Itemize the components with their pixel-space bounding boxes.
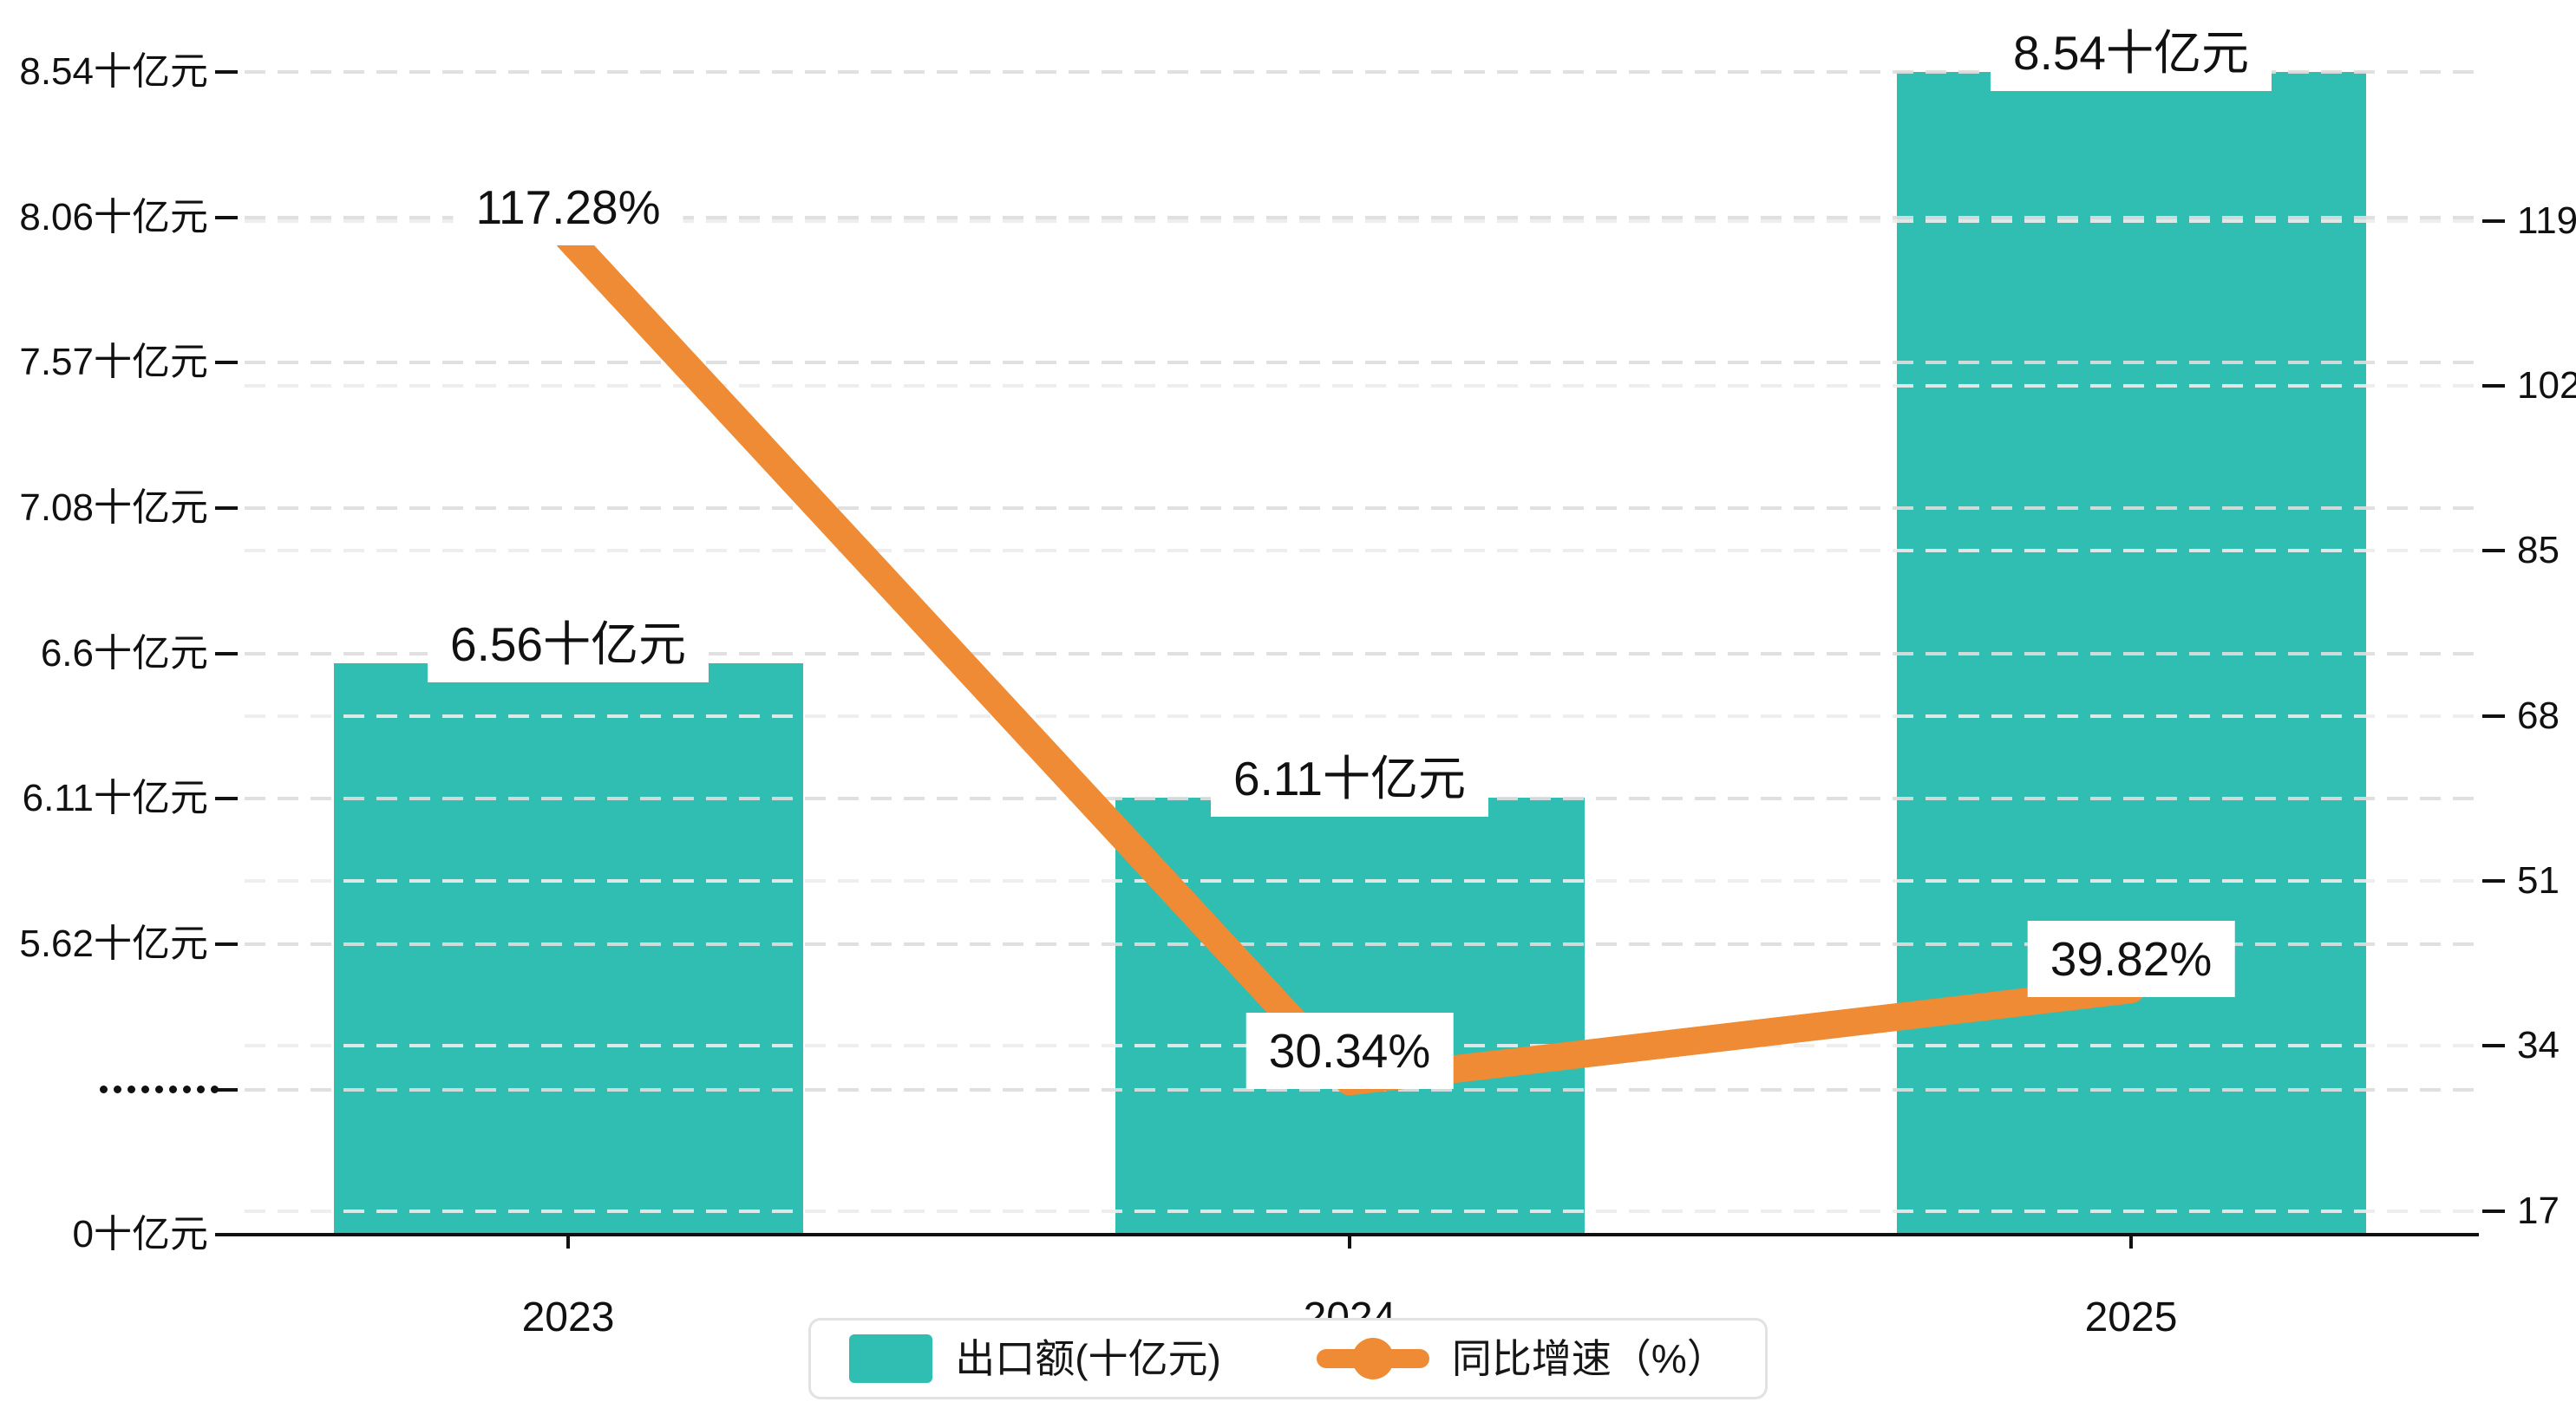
- right-axis-tick-label: 51: [2517, 859, 2560, 903]
- line-value-label: 30.34%: [1246, 1013, 1454, 1090]
- left-axis-tick-label: 5.62十亿元: [19, 922, 208, 965]
- left-axis-tick: [215, 1087, 238, 1092]
- x-axis-category-label[interactable]: 2025: [2084, 1294, 2178, 1340]
- legend-label-export-value: 出口额(十亿元): [955, 1336, 1221, 1381]
- left-axis-tick-label: 8.06十亿元: [19, 195, 208, 238]
- right-axis-tick: [2482, 218, 2505, 223]
- bar-value-label: 6.11十亿元: [1211, 740, 1488, 818]
- bar-2023[interactable]: [333, 663, 803, 1235]
- left-axis-tick-label: 6.11十亿元: [22, 777, 208, 820]
- x-axis-tick: [2129, 1235, 2133, 1249]
- right-axis-tick: [2482, 714, 2505, 718]
- right-axis-tick-label: 17: [2517, 1189, 2560, 1232]
- legend-item-growth-rate[interactable]: 同比增速（%）: [1316, 1333, 1727, 1385]
- right-axis-tick: [2482, 549, 2505, 553]
- left-axis-tick-label: 8.54十亿元: [19, 50, 208, 93]
- legend-item-export-value[interactable]: 出口额(十亿元): [849, 1333, 1221, 1385]
- right-axis-tick-label: 68: [2517, 694, 2560, 737]
- x-axis-tick: [1348, 1235, 1351, 1249]
- right-axis-tick: [2482, 384, 2505, 388]
- right-axis-tick-label: 34: [2517, 1024, 2560, 1067]
- left-axis-tick-label: 0十亿元: [72, 1213, 208, 1256]
- bar-value-label: 8.54十亿元: [1990, 15, 2272, 91]
- left-axis-tick: [215, 215, 238, 219]
- x-axis-tick: [566, 1235, 570, 1249]
- right-axis-tick: [2482, 1209, 2505, 1213]
- x-axis-category-label[interactable]: 2023: [521, 1294, 615, 1340]
- left-axis-tick-label: 6.6十亿元: [40, 631, 208, 675]
- left-axis-tick: [215, 942, 238, 946]
- line-series-swatch: [1316, 1333, 1429, 1385]
- left-axis-tick: [215, 651, 238, 655]
- right-axis-tick-label: 102: [2517, 364, 2576, 408]
- line-value-label: 117.28%: [453, 168, 683, 245]
- line-swatch-dot: [1351, 1338, 1394, 1379]
- bar-series-swatch: [849, 1334, 933, 1383]
- legend: 出口额(十亿元) 同比增速（%）: [0, 1318, 2576, 1399]
- left-axis-tick: [215, 361, 238, 365]
- legend-box: 出口额(十亿元) 同比增速（%）: [808, 1318, 1768, 1399]
- left-axis-tick-label: 7.57十亿元: [19, 341, 208, 384]
- right-axis-tick-label: 85: [2517, 529, 2560, 572]
- left-axis-tick: [215, 70, 238, 74]
- left-axis-tick: [215, 505, 238, 510]
- line-value-label: 39.82%: [2027, 921, 2235, 998]
- left-axis-tick: [215, 797, 238, 801]
- right-axis-tick: [2482, 1044, 2505, 1048]
- legend-label-growth-rate: 同比增速（%）: [1451, 1336, 1727, 1381]
- left-axis-break-label: [100, 1085, 219, 1093]
- growth-line[interactable]: [554, 223, 2145, 1096]
- bar-value-label: 6.56十亿元: [427, 606, 709, 683]
- left-axis-tick-label: 7.08十亿元: [19, 486, 208, 529]
- right-axis-tick: [2482, 879, 2505, 884]
- right-axis-tick-label: 119: [2517, 199, 2576, 242]
